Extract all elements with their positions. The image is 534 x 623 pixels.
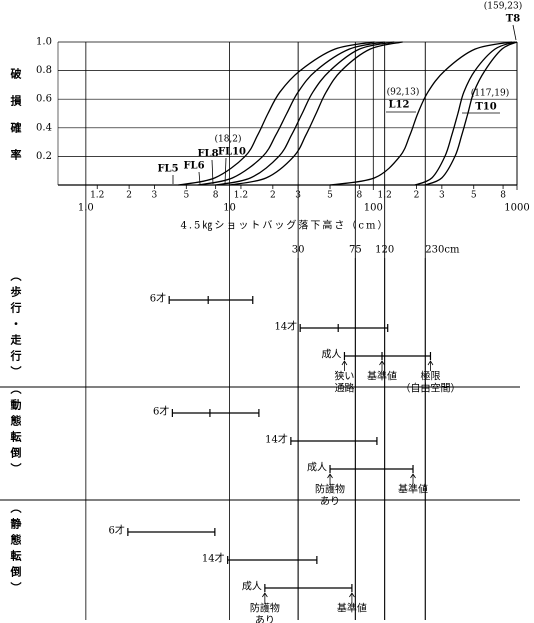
note-label: 基準値 [398,483,428,496]
leader [224,157,227,185]
curve [329,41,513,186]
annotation: (18,2) [214,134,241,145]
x-tick-label: 8 [356,191,362,201]
note-label: （自由空間） [400,382,460,395]
curve-label: FL8 [197,149,218,160]
note-label: 狭い [334,370,354,383]
note-arrowhead [327,473,333,479]
note-label: 基準値 [367,370,397,383]
bar-label: 成人 [307,462,327,474]
bar-label: 6才 [153,405,169,418]
curve-label: T8 [506,14,520,25]
leader [211,159,214,185]
curve-label: L12 [389,100,410,111]
x-tick-label: 8 [213,191,219,201]
note-label: あり [320,496,340,508]
curve [414,41,516,186]
x-tick-label: 5 [183,191,189,201]
annotation: (117,19) [471,88,510,99]
y-tick-label: 0.2 [36,151,52,162]
curve [229,41,403,186]
x-tick-label: 2 [270,191,276,201]
curve-label: FL5 [157,164,178,175]
group-label: （動態転倒） [9,383,23,479]
note-arrowhead [341,360,348,366]
annotation: (159,23) [484,1,523,12]
y-tick-label: 1.0 [36,37,52,48]
leader [198,171,201,185]
x-tick-label: 3 [152,191,158,201]
note-label: 防護物 [250,602,280,615]
group-label: （歩行・走行） [9,270,23,382]
y-tick-label: 0.8 [36,65,52,76]
note-label: 基準値 [337,602,367,615]
note-label: 防護物 [315,483,345,496]
ref-line-label: 230cm [425,245,460,256]
y-axis-title: 破損確率 [9,67,22,176]
curve [197,41,385,186]
bar-label: 成人 [321,349,341,361]
note-arrowhead [349,592,355,598]
x-tick-label: 5 [471,191,477,201]
note-arrowhead [410,473,416,479]
bar-label: 成人 [242,581,262,593]
curve [178,41,375,186]
curve [215,41,395,186]
note-arrowhead [262,592,268,598]
x-tick-label: 8 [500,191,506,201]
curve [424,41,518,186]
bar-label: 6才 [150,292,166,305]
curve-label: FL10 [218,147,246,158]
x-tick-label: 2 [126,191,132,201]
bar-label: 14才 [274,320,297,333]
x-tick-label: 2 [414,191,420,201]
group-label: （静態転倒） [9,502,23,598]
x-tick-label: 1000 [504,203,529,214]
bar-label: 14才 [202,552,225,565]
curve-label: T10 [475,102,496,113]
x-tick-label: 5 [327,191,333,201]
x-axis-title: 4.5㎏ショットバッグ落下高さ（cm） [181,219,390,232]
note-label: あり [255,615,275,623]
note-arrowhead [427,360,434,366]
note-label: 極限 [420,370,440,383]
bar-label: 14才 [265,433,288,446]
y-tick-label: 0.6 [36,94,52,105]
x-tick-label: 3 [439,191,445,201]
x-tick-label: 1.2 [90,191,104,201]
annotation: (92,13) [387,87,420,98]
note-label: 通路 [334,382,354,395]
y-tick-label: 0.4 [36,122,52,133]
note-arrowhead [379,360,385,366]
x-tick-label: 1.2 [234,191,248,201]
x-tick-label: 100 [364,203,383,214]
leader [512,24,517,41]
bar-label: 6才 [108,524,124,537]
curve-label: FL6 [183,161,204,172]
